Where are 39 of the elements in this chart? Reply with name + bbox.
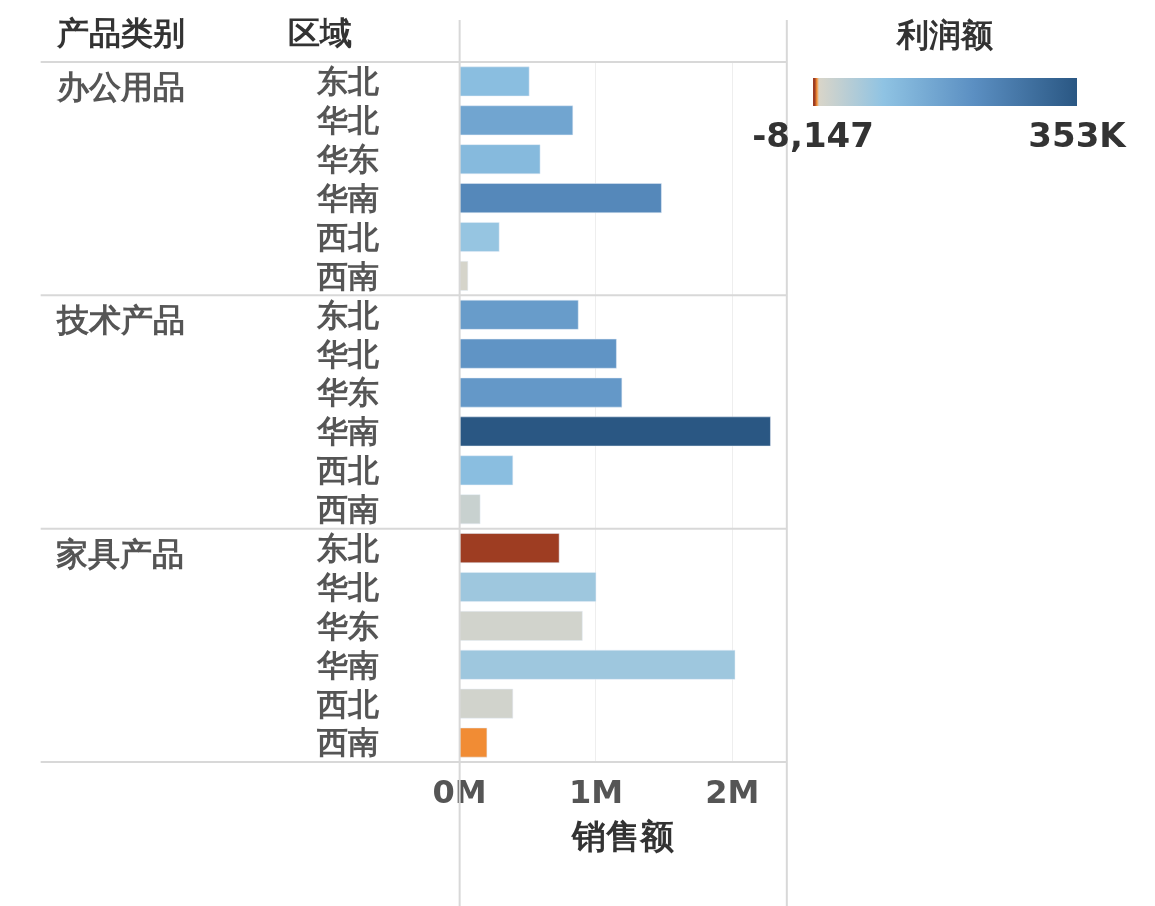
y-tick-label: 西北 (315, 685, 380, 722)
y-tick-label: 东北 (315, 296, 380, 333)
bar (459, 455, 514, 486)
y-tick-label: 华南 (315, 413, 379, 450)
text: 技术产品 (56, 301, 185, 339)
color-bar-label: -8,147 (752, 115, 874, 156)
bar (459, 66, 530, 97)
y-tick-label: 华北 (315, 568, 380, 605)
text: 区域 (288, 14, 352, 52)
y-tick-label: 华东 (315, 374, 379, 411)
bar (459, 144, 541, 175)
y-tick-label: 东北 (315, 529, 380, 566)
color-bar-title: 利润额 (895, 16, 994, 55)
bar (459, 494, 481, 525)
bar (459, 727, 488, 758)
bar (459, 222, 500, 252)
y-tick-label: 西南 (315, 491, 379, 528)
text: 办公用品 (56, 68, 185, 106)
y-tick-label: 西北 (315, 452, 380, 489)
color-bar-label: 353K (1028, 115, 1128, 156)
x-tick-label: 2M (705, 773, 760, 811)
x-axis-title: 销售额 (570, 816, 675, 857)
y-tick-label: 华南 (315, 179, 379, 216)
y-tick-label: 华北 (315, 335, 380, 372)
y-tick-label: 西北 (315, 218, 380, 255)
y-tick-label: 华东 (315, 607, 379, 644)
y-tick-label: 华北 (315, 102, 380, 139)
bar (459, 105, 574, 136)
text: 产品类别 (56, 14, 185, 52)
bar (459, 299, 579, 330)
y-tick-label: 西南 (315, 257, 379, 294)
x-tick-label: 1M (568, 773, 624, 811)
x-tick-label: 0M (432, 773, 487, 811)
text: 家具产品 (56, 535, 184, 573)
y-tick-label: 华南 (315, 646, 379, 683)
y-tick-label: 东北 (315, 63, 380, 100)
y-tick-label: 华东 (315, 141, 379, 178)
bar (459, 533, 560, 563)
y-tick-label: 西南 (315, 724, 379, 761)
